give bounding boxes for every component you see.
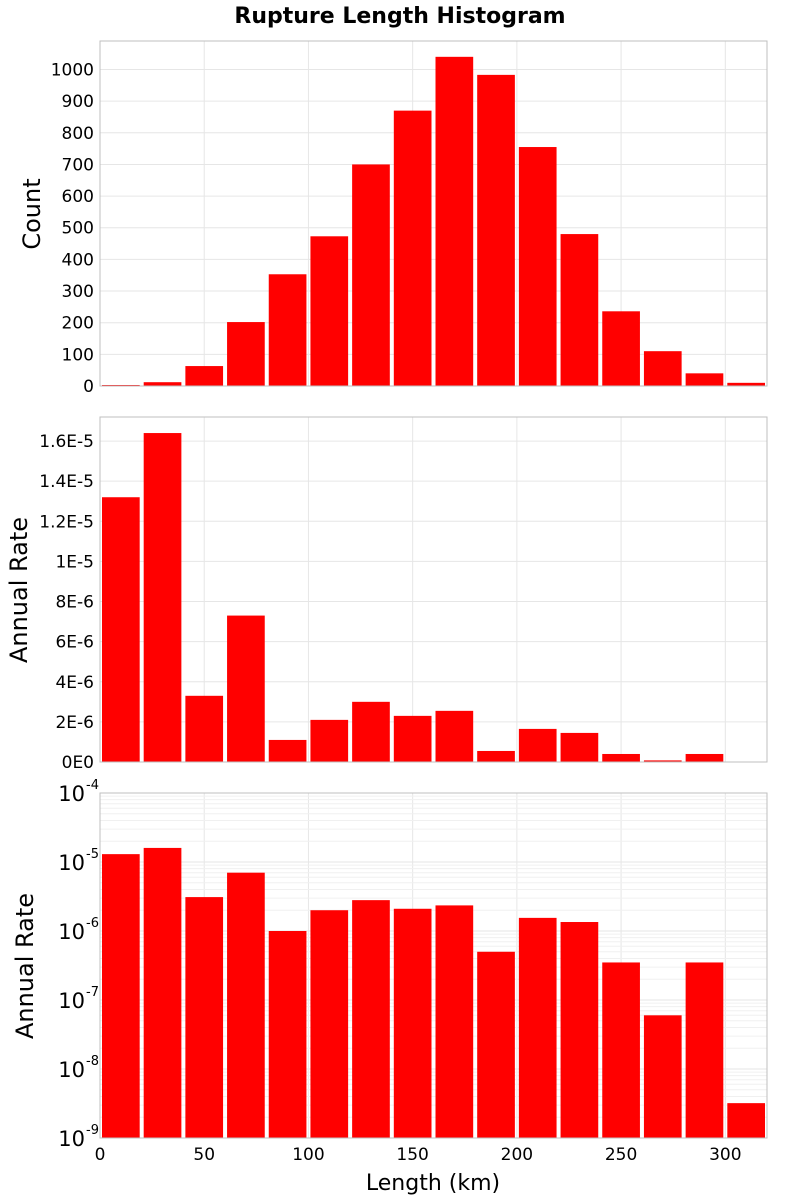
y-tick-label: 6E-6 — [55, 633, 94, 653]
y-tick-label: 1.4E-5 — [39, 472, 94, 492]
y-tick-label: 0E0 — [62, 753, 94, 773]
y-tick-label: 600 — [62, 187, 94, 207]
x-tick-label: 300 — [709, 1145, 741, 1165]
x-tick-label: 250 — [605, 1145, 637, 1165]
histogram-bar — [227, 615, 265, 762]
y-tick-label: 300 — [62, 282, 94, 302]
y-tick-label: 10 — [58, 782, 85, 806]
y-tick-label: 10 — [58, 920, 85, 944]
y-tick-exponent: -7 — [86, 985, 99, 1000]
histogram-bar — [727, 382, 765, 386]
histogram-bar — [268, 739, 307, 762]
histogram-bar — [143, 382, 182, 386]
histogram-bar — [518, 728, 557, 762]
histogram-bar — [518, 917, 557, 1138]
histogram-bar — [352, 164, 390, 386]
histogram-bar — [685, 753, 724, 762]
histogram-bar — [560, 234, 599, 386]
y-axis-label-annual-rate: Annual Rate — [5, 517, 33, 663]
annual-rate-linear-panel: 0E0 2E-6 4E-6 6E-6 8E-6 1E-5 1.2E-5 1.4E-5 1.6E-… — [39, 416, 768, 773]
histogram-bar — [685, 962, 724, 1138]
y-tick-label: 2E-6 — [55, 713, 94, 733]
y-tick-label: 500 — [62, 219, 94, 239]
histogram-bar — [310, 910, 349, 1138]
histogram-bar — [310, 236, 349, 386]
y-axis-label-annual-rate-log: Annual Rate — [11, 893, 39, 1039]
histogram-bar — [352, 900, 390, 1138]
y-tick-label: 100 — [62, 345, 94, 365]
histogram-bar — [102, 854, 140, 1138]
histogram-bar — [268, 931, 307, 1138]
plot-frame — [99, 416, 768, 763]
histogram-bar — [185, 897, 224, 1138]
y-tick-exponent: -6 — [86, 916, 99, 931]
histogram-bar — [393, 715, 432, 762]
x-tick-label: 200 — [501, 1145, 533, 1165]
x-tick-label: 50 — [193, 1145, 215, 1165]
y-tick-exponent: -4 — [86, 778, 99, 793]
plot-frame — [99, 40, 768, 387]
chart-title: Rupture Length Histogram — [234, 4, 565, 29]
histogram-bar — [518, 147, 557, 386]
y-tick-exponent: -8 — [86, 1054, 99, 1069]
x-axis-label: Length (km) — [366, 1171, 500, 1196]
histogram-bar — [477, 74, 515, 386]
y-tick-label: 800 — [62, 124, 94, 144]
histogram-bar — [268, 274, 307, 386]
y-tick-label: 900 — [62, 92, 94, 112]
histogram-bar — [435, 710, 474, 762]
y-tick-label: 1.6E-5 — [39, 432, 94, 452]
histogram-bar — [352, 701, 390, 762]
histogram-bar — [643, 351, 682, 386]
y-axis-label-count: Count — [18, 178, 46, 249]
x-tick-label: 0 — [95, 1145, 106, 1165]
histogram-bar — [102, 497, 140, 762]
x-tick-label: 150 — [396, 1145, 428, 1165]
y-tick-label: 10 — [58, 851, 85, 875]
y-tick-exponent: -9 — [86, 1123, 99, 1138]
histogram-bar — [393, 908, 432, 1138]
y-tick-label: 1.2E-5 — [39, 512, 94, 532]
y-tick-exponent: -5 — [86, 847, 99, 862]
y-tick-label: 200 — [62, 314, 94, 334]
histogram-bar — [477, 951, 515, 1138]
histogram-bar — [477, 750, 515, 762]
x-tick-label: 100 — [292, 1145, 324, 1165]
histogram-bar — [643, 1015, 682, 1138]
y-tick-label: 700 — [62, 155, 94, 175]
histogram-bar — [602, 753, 640, 762]
y-tick-label: 400 — [62, 250, 94, 270]
annual-rate-log-panel: 10 -910 -810 -710 -610 -510 -40 50 100 150 200 250 3… — [58, 778, 768, 1165]
y-tick-label: 10 — [58, 1058, 85, 1082]
histogram-bar — [435, 56, 474, 387]
count-histogram-panel: 0 100 200 300 400 500 600 700 800 900 1000 — [51, 40, 768, 397]
histogram-bar — [435, 905, 474, 1138]
histogram-bar — [727, 1103, 765, 1138]
y-tick-label: 10 — [58, 989, 85, 1013]
y-tick-label: 10 — [58, 1127, 85, 1151]
histogram-bar — [685, 373, 724, 386]
histogram-bar — [393, 110, 432, 386]
histogram-bar — [602, 962, 640, 1138]
histogram-bar — [560, 922, 599, 1138]
plot-frame — [99, 792, 768, 1139]
y-tick-label: 1E-5 — [55, 552, 94, 572]
histogram-bar — [143, 847, 182, 1138]
histogram-bar — [560, 732, 599, 762]
histogram-bar — [643, 760, 682, 762]
histogram-bar — [310, 719, 349, 762]
histogram-bar — [185, 695, 224, 762]
histogram-bar — [227, 872, 265, 1138]
histogram-bar — [143, 433, 182, 762]
y-tick-label: 1000 — [51, 60, 94, 80]
histogram-bar — [602, 311, 640, 386]
histogram-bar — [185, 366, 224, 386]
y-tick-label: 0 — [83, 377, 94, 397]
y-tick-label: 8E-6 — [55, 593, 94, 613]
histogram-bar — [227, 322, 265, 386]
y-tick-label: 4E-6 — [55, 673, 94, 693]
